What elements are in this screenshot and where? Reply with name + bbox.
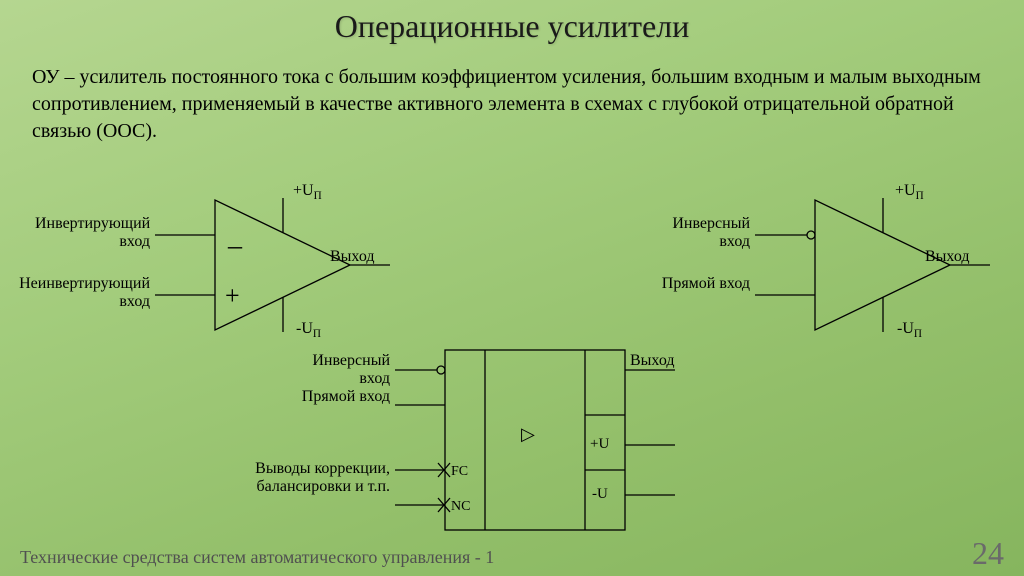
svg-text:▷: ▷ <box>521 424 535 444</box>
svg-text:NC: NC <box>451 499 470 514</box>
slide-description: ОУ – усилитель постоянного тока с больши… <box>32 64 992 145</box>
slide-title: Операционные усилители <box>0 8 1024 45</box>
page-number: 24 <box>972 535 1004 572</box>
label-minus-supply-right: -UП <box>897 320 922 341</box>
label-minus-supply-left: -UП <box>296 320 321 341</box>
label-output-center: Выход <box>630 352 675 370</box>
label-output-left: Выход <box>330 248 375 266</box>
svg-text:+: + <box>225 281 240 310</box>
svg-text:_: _ <box>227 221 243 252</box>
label-inverse-center: Инверсный вход <box>290 352 390 387</box>
label-inverting: Инвертирующий вход <box>35 215 150 250</box>
label-inverse-right: Инверсный вход <box>640 215 750 250</box>
slide-footer: Технические средства систем автоматическ… <box>20 547 494 568</box>
label-correction: Выводы коррекции, балансировки и т.п. <box>230 460 390 495</box>
svg-text:+U: +U <box>590 436 609 452</box>
label-direct-center: Прямой вход <box>290 388 390 406</box>
svg-text:-U: -U <box>592 486 608 502</box>
svg-text:FC: FC <box>451 464 468 479</box>
label-direct-right: Прямой вход <box>640 275 750 293</box>
label-noninverting: Неинвертирующий вход <box>15 275 150 310</box>
label-output-right: Выход <box>925 248 970 266</box>
label-plus-supply-right: +UП <box>895 182 924 203</box>
label-plus-supply-left: +UП <box>293 182 322 203</box>
